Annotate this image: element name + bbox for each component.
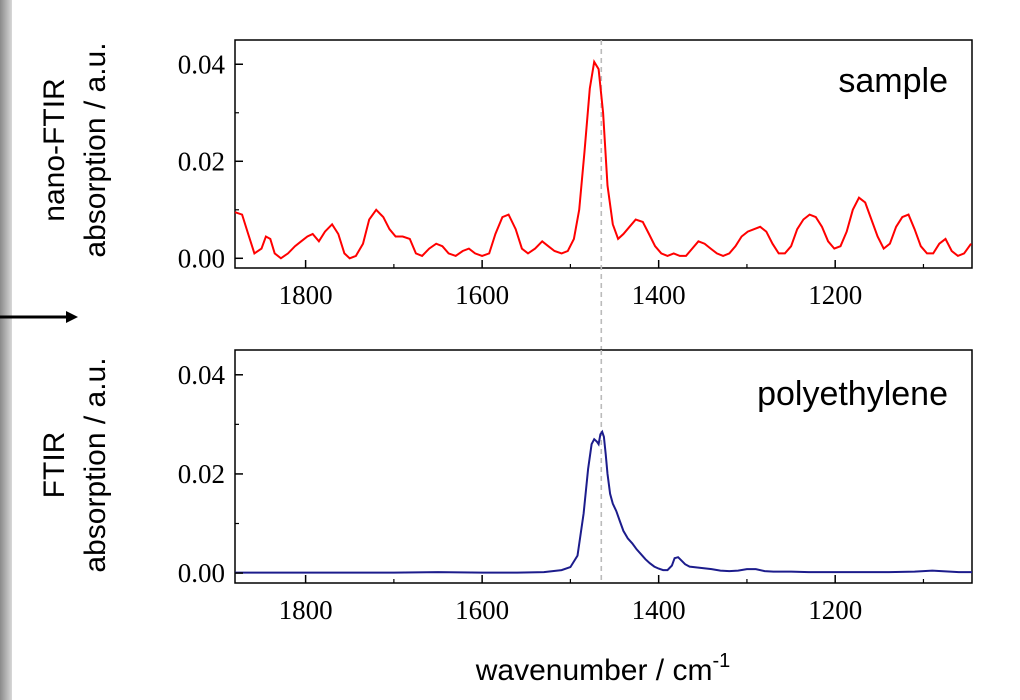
x-axis-label-superscript: -1 (712, 650, 730, 672)
left-edge-shading (0, 0, 12, 700)
x-tick-label: 1800 (279, 595, 333, 625)
panel-label: polyethylene (757, 375, 948, 413)
y-tick-label: 0.04 (178, 49, 226, 79)
y-axis-label-line1: nano-FTIR (38, 78, 71, 221)
y-axis-label-line1: FTIR (38, 432, 71, 499)
panel-label: sample (838, 62, 948, 100)
y-axis-label-line2: absorption / a.u. (79, 357, 112, 572)
x-axis-label-main: wavenumber / cm (475, 654, 713, 687)
series-line (234, 58, 972, 260)
pointer-arrow (0, 311, 78, 323)
plot-frame (234, 349, 973, 584)
x-ticks: 1800 1600 1400 1200 (279, 260, 925, 310)
x-tick-label: 1600 (455, 595, 509, 625)
y-ticks: 0.00 0.02 0.04 (178, 360, 243, 588)
x-tick-label: 1200 (808, 595, 862, 625)
y-tick-label: 0.00 (178, 243, 225, 273)
top-spectrum-panel: 1800 1600 1400 1200 0.00 0.02 0.04 sample nan… (38, 39, 973, 350)
x-tick-label: 1200 (808, 280, 862, 310)
y-tick-label: 0.02 (178, 459, 225, 489)
y-axis-label-line2: absorption / a.u. (79, 42, 112, 257)
x-axis-label: wavenumber / cm-1 (475, 650, 731, 687)
x-tick-label: 1400 (632, 595, 686, 625)
bottom-spectrum-panel: 1800 1600 1400 1200 0.00 0.02 0.04 polyethyle… (38, 349, 973, 687)
y-tick-label: 0.04 (178, 360, 226, 390)
y-tick-label: 0.02 (178, 146, 225, 176)
x-tick-label: 1800 (279, 280, 333, 310)
x-tick-label: 1600 (455, 280, 509, 310)
plot-frame (234, 39, 973, 269)
x-tick-label: 1400 (632, 280, 686, 310)
y-ticks: 0.00 0.02 0.04 (178, 49, 243, 273)
x-ticks: 1800 1600 1400 1200 (279, 575, 925, 625)
series-line (235, 429, 972, 574)
y-tick-label: 0.00 (178, 558, 225, 588)
